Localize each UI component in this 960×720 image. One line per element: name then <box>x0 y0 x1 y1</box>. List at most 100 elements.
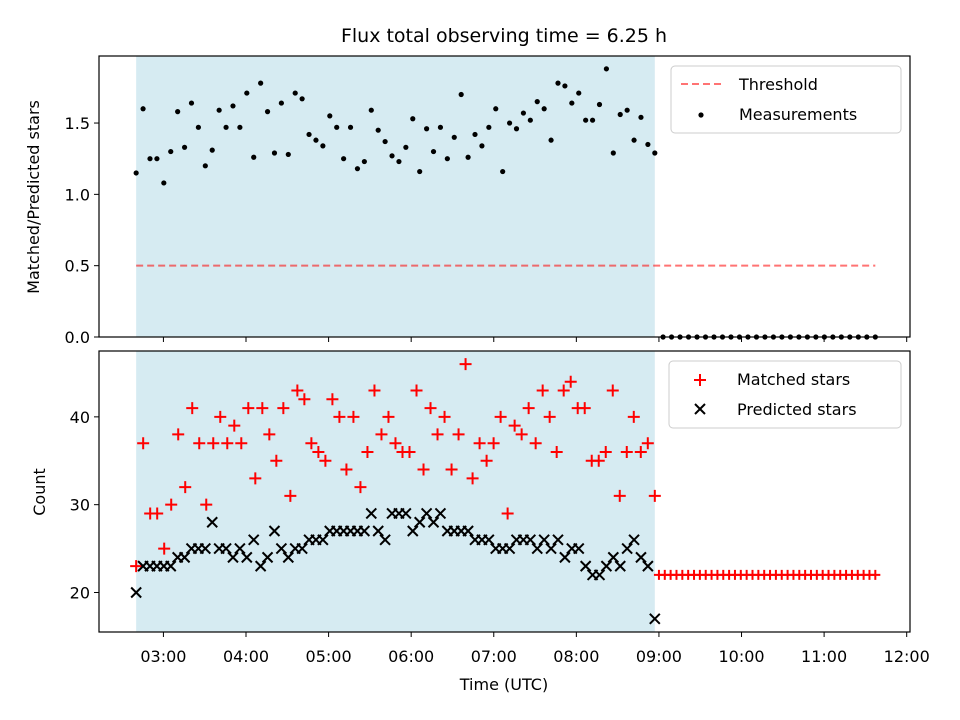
predicted-star-point <box>400 507 412 520</box>
matched-star-point <box>354 481 367 494</box>
ratio-y-axis: 0.0 0.5 1.0 1.5 <box>65 114 99 347</box>
ratio-y-axis-label: Matched/Predicted stars <box>24 100 43 294</box>
predicted-stars-legend-marker <box>694 403 706 415</box>
measurement-point <box>133 170 139 176</box>
matched-star-point <box>158 542 171 555</box>
measurement-point <box>361 158 367 165</box>
measurement-point <box>181 144 188 150</box>
count-y-axis: 20 30 40 <box>70 408 99 602</box>
x-tick-label: 12:00 <box>884 647 930 666</box>
measurement-point <box>327 113 333 119</box>
matched-star-point <box>340 463 353 476</box>
x-tick-label: 04:00 <box>223 647 269 666</box>
measurement-point <box>271 150 278 156</box>
matched-star-point <box>291 384 304 397</box>
predicted-star-point <box>317 534 329 546</box>
measurement-point <box>188 100 195 106</box>
measurement-point <box>223 124 229 130</box>
measurement-point <box>631 137 637 143</box>
measurement-point <box>534 99 540 105</box>
measurement-point <box>444 156 450 162</box>
measurement-point <box>403 144 409 150</box>
measurement-point <box>258 80 264 86</box>
ratio-legend: Threshold Measurements <box>670 65 902 134</box>
predicted-star-point <box>642 560 654 572</box>
matched-star-point <box>487 437 500 450</box>
measurement-point <box>382 138 388 145</box>
observing-window-shade-bottom <box>136 351 655 632</box>
measurement-point <box>437 124 444 130</box>
matched-star-point <box>214 410 227 423</box>
measurement-point <box>368 107 374 113</box>
measurement-point <box>251 154 257 160</box>
matched-stars-legend-marker <box>694 374 706 386</box>
predicted-star-point <box>178 551 191 564</box>
measurement-point <box>216 107 222 113</box>
count-legend-box <box>668 360 902 429</box>
x-tick-label: 08:00 <box>553 647 599 666</box>
predicted-star-point <box>372 525 384 537</box>
measurement-point <box>610 150 616 156</box>
measurement-point <box>548 137 554 143</box>
ratio-y-tick-label: 0.0 <box>65 328 90 347</box>
ratio-x-ticks <box>162 337 908 342</box>
matched-star-point <box>536 384 549 397</box>
predicted-star-point <box>268 525 281 537</box>
measurement-point <box>513 126 520 132</box>
matched-star-point <box>382 410 395 423</box>
measurement-point <box>652 150 658 156</box>
predicted-star-point <box>552 534 564 546</box>
matched-star-point <box>165 498 178 511</box>
matched-star-point <box>151 507 164 520</box>
measurement-point <box>175 109 181 115</box>
predicted-star-point <box>607 551 620 564</box>
predicted-star-point <box>628 534 640 546</box>
measurement-point <box>244 90 250 96</box>
matched-star-point <box>648 489 661 502</box>
measurement-point <box>624 107 630 113</box>
matched-star-point <box>606 384 619 397</box>
measurement-point <box>506 120 513 126</box>
predicted-star-point <box>538 534 550 546</box>
matched-star-point <box>193 437 206 450</box>
matched-star-point <box>459 358 472 371</box>
matched-star-point <box>263 428 276 441</box>
predicted-star-point <box>206 516 218 528</box>
matched-star-point <box>627 410 640 423</box>
measurement-point <box>237 124 243 130</box>
x-tick-label: 09:00 <box>636 647 682 666</box>
measurement-point <box>264 109 271 115</box>
measurement-point <box>354 166 361 172</box>
predicted-star-point <box>531 542 543 555</box>
measurement-point <box>140 106 146 112</box>
matched-star-point <box>445 463 458 476</box>
matched-star-point <box>410 384 423 397</box>
matched-star-point <box>221 437 234 450</box>
measurement-point <box>569 100 575 106</box>
legend-matched-label: Matched stars <box>737 370 850 389</box>
measurement-point <box>493 106 499 112</box>
predicted-star-point <box>413 516 426 528</box>
predicted-star-point <box>220 542 232 555</box>
count-panel: 20 30 40 03:00 04:00 05:00 06:00 07:00 08:00 09:… <box>30 350 930 694</box>
measurement-point <box>451 134 457 140</box>
legend-threshold-label: Threshold <box>738 75 818 94</box>
ratio-y-tick-label: 1.0 <box>65 185 90 204</box>
x-tick-label: 07:00 <box>471 647 517 666</box>
predicted-star-point <box>503 542 516 555</box>
measurement-point <box>617 111 623 118</box>
predicted-star-point <box>524 534 537 546</box>
measurement-point <box>638 114 644 120</box>
x-tick-label: 06:00 <box>388 647 434 666</box>
count-y-tick-label: 30 <box>70 496 90 515</box>
matched-star-point <box>326 393 339 406</box>
matched-star-point <box>207 437 220 450</box>
matched-star-point <box>249 472 262 485</box>
x-tick-label: 10:00 <box>718 647 764 666</box>
matched-star-point <box>312 445 325 458</box>
matched-star-point <box>305 437 318 450</box>
predicted-star-point <box>241 551 253 564</box>
count-y-axis-label: Count <box>30 468 49 516</box>
matched-star-point <box>550 445 563 458</box>
